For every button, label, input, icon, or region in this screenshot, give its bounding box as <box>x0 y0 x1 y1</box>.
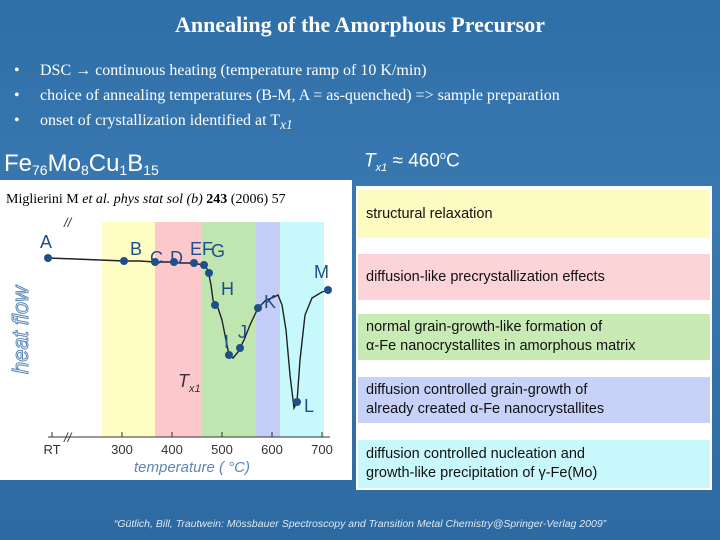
annealing-point-label-c: C <box>150 248 163 268</box>
annealing-point-label-h: H <box>221 279 234 299</box>
bullet-item: • DSC → continuous heating (temperature … <box>14 58 714 83</box>
bullet-marker: • <box>14 87 20 104</box>
annealing-point-label-e: E <box>190 239 202 259</box>
x-tick-label: 400 <box>161 442 183 457</box>
bullet-item: • onset of crystallization identified at… <box>14 108 714 137</box>
annealing-point-labels: A B C D E FGH I JK L M <box>40 232 329 416</box>
bullet-text-sub: x1 <box>280 117 293 133</box>
formula-element: Cu <box>88 150 120 177</box>
annealing-point-l <box>293 398 301 406</box>
formula-subscript: 8 <box>80 162 89 178</box>
bullet-marker: • <box>14 62 20 79</box>
x-tick-label: 600 <box>261 442 283 457</box>
region-pink <box>155 222 202 437</box>
reference-year-page: (2006) 57 <box>227 192 286 207</box>
annealing-point-d <box>170 258 178 266</box>
plot-break-mark-top: // <box>63 215 73 230</box>
note-line: diffusion controlled grain-growth of <box>366 382 588 398</box>
bullet-text-main: onset of crystallization identified at T <box>40 112 281 129</box>
footer-citation: “Gütlich, Bill, Trautwein: Mössbauer Spe… <box>113 518 607 530</box>
tx1-marker-subscript: x1 <box>188 383 201 395</box>
formula-element: Mo <box>47 150 81 177</box>
x-tick-label: 500 <box>211 442 233 457</box>
annealing-point-label-f: F <box>202 239 213 259</box>
tx1-symbol: T <box>364 150 376 172</box>
formula-element: Fe <box>4 150 33 177</box>
note-line: already created α-Fe nanocrystallites <box>366 401 605 417</box>
annealing-point-label-k: K <box>264 292 276 312</box>
formula-subscript: 76 <box>32 162 48 178</box>
x-tick-label: 700 <box>311 442 333 457</box>
note-stage-5: diffusion controlled nucleation and growt… <box>358 440 710 488</box>
annealing-point-f <box>200 261 208 269</box>
note-stage-4: diffusion controlled grain-growth of alre… <box>358 377 710 423</box>
region-yellow <box>102 222 155 437</box>
note-stage-3: normal grain-growth-like formation of α-F… <box>358 314 710 360</box>
annealing-point-g <box>205 269 213 277</box>
note-stage-2: diffusion-like precrystallization effect… <box>358 254 710 300</box>
annealing-point-h <box>211 301 219 309</box>
annealing-point-label-i: I <box>224 332 229 352</box>
bullet-list: • DSC → continuous heating (temperature … <box>14 58 714 137</box>
note-line: normal grain-growth-like formation of <box>366 319 603 335</box>
note-line: diffusion-like precrystallization effect… <box>366 268 605 285</box>
tx1-unit: C <box>446 150 460 172</box>
annealing-point-label-j: J <box>238 322 247 342</box>
x-axis-break-mark: // <box>63 430 73 445</box>
note-line: α-Fe nanocrystallites in amorphous matri… <box>366 338 636 354</box>
x-axis-label: temperature ( °C) <box>134 459 250 476</box>
bullet-text: choice of annealing temperatures (B-M, A… <box>40 87 560 104</box>
reference-authors: Miglierini M <box>6 192 83 207</box>
bullet-text: onset of crystallization identified at T… <box>40 108 293 137</box>
annealing-point-i <box>225 351 233 359</box>
annealing-point-a <box>44 254 52 262</box>
slide-title: Annealing of the Amorphous Precursor <box>175 12 545 37</box>
annealing-points <box>44 254 332 406</box>
note-stage-1: structural relaxation <box>358 190 710 238</box>
bullet-marker: • <box>14 112 20 129</box>
annealing-point-e <box>190 259 198 267</box>
annealing-point-label-m: M <box>314 262 329 282</box>
region-blue <box>256 222 280 437</box>
tx1-marker-label: T x1 <box>178 371 201 395</box>
annealing-point-b <box>120 257 128 265</box>
tx1-subscript: x1 <box>375 162 388 175</box>
formula-subscript: 15 <box>143 162 159 178</box>
y-axis-label: heat flow <box>8 284 33 374</box>
x-axis-ticks: RT 300 400 500 600 700 <box>43 432 333 457</box>
region-cyan <box>280 222 324 437</box>
formula-subscript: 1 <box>119 162 128 178</box>
annealing-point-label-b: B <box>130 239 142 259</box>
note-line: structural relaxation <box>366 205 493 222</box>
annealing-point-c <box>151 258 159 266</box>
x-tick-label: 300 <box>111 442 133 457</box>
literature-reference: Miglierini M et al. phys stat sol (b) 24… <box>6 192 286 208</box>
reference-journal: et al. phys stat sol (b) <box>82 192 207 207</box>
region-green <box>202 222 256 437</box>
annealing-point-label-g: G <box>211 241 225 261</box>
tx1-marker-symbol: T <box>178 371 191 391</box>
annealing-point-j <box>236 344 244 352</box>
annealing-point-m <box>324 286 332 294</box>
tx1-value: ≈ 460 <box>387 150 440 172</box>
note-line: growth-like precipitation of γ-Fe(Mo) <box>366 465 598 481</box>
bullet-item: • choice of annealing temperatures (B-M,… <box>14 83 714 108</box>
tx1-degree: o <box>439 150 447 162</box>
crystallization-temperature: Tx1 ≈ 460oC <box>364 150 460 174</box>
alloy-formula: Fe76Mo8Cu1B15 <box>4 150 159 178</box>
annealing-point-label-l: L <box>304 396 314 416</box>
reference-volume: 243 <box>206 192 228 207</box>
x-tick-label: RT <box>43 442 60 457</box>
formula-element: B <box>127 150 144 177</box>
annealing-point-k <box>254 304 262 312</box>
note-line: diffusion controlled nucleation and <box>366 446 586 462</box>
bullet-text: DSC → continuous heating (temperature ra… <box>40 62 427 79</box>
annealing-point-label-a: A <box>40 232 52 252</box>
annealing-point-label-d: D <box>170 248 183 268</box>
